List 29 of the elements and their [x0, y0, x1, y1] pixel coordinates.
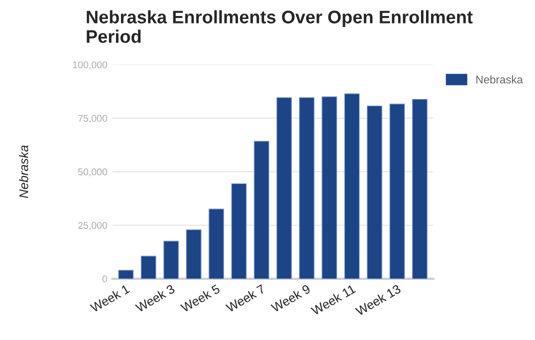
chart-title: Nebraska Enrollments Over Open Enrollment Period	[86, 10, 473, 43]
bar	[344, 93, 360, 279]
bar	[276, 97, 292, 279]
bar	[254, 140, 270, 279]
y-axis-title: Nebraska	[19, 145, 28, 198]
y-tick-label: 75,000	[78, 114, 108, 123]
bar	[208, 208, 224, 279]
x-tick-label: Week 5	[180, 284, 220, 313]
x-tick-label: Week 3	[134, 284, 176, 313]
bar	[231, 183, 247, 279]
y-tick-label: 0	[102, 276, 108, 282]
y-tick-label: 25,000	[78, 222, 108, 230]
x-tick-label: Week 13	[354, 284, 402, 316]
x-tick-label: Week 1	[89, 284, 130, 313]
bar	[140, 256, 156, 279]
y-tick-label: 50,000	[78, 168, 108, 176]
x-tick-label: Week 11	[310, 284, 356, 316]
bar	[163, 240, 179, 279]
x-tick-label: Week 7	[225, 284, 266, 313]
bar	[412, 98, 428, 279]
bar	[186, 229, 202, 279]
legend-label: Nebraska	[476, 75, 523, 84]
x-tick-label: Week 9	[270, 284, 311, 313]
bar	[322, 96, 338, 279]
bar	[366, 106, 382, 279]
bar	[389, 104, 405, 279]
bar	[299, 97, 314, 279]
bar	[118, 270, 134, 279]
y-tick-label: 100,000	[73, 61, 108, 70]
